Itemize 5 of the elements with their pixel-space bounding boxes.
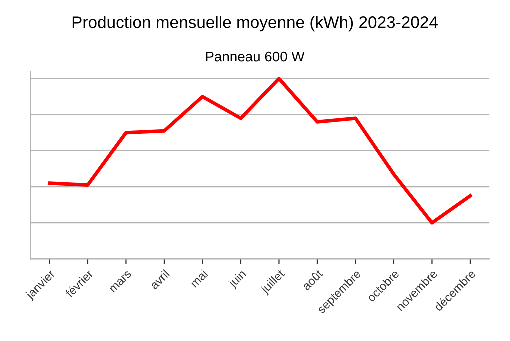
x-tick-label: avril — [150, 269, 170, 290]
chart-subtitle: Panneau 600 W — [206, 52, 305, 62]
chart-title: Production mensuelle moyenne (kWh) 2023-2024 — [72, 16, 438, 32]
x-tick-label: juin — [228, 269, 248, 290]
x-tick-label: mai — [190, 269, 208, 288]
